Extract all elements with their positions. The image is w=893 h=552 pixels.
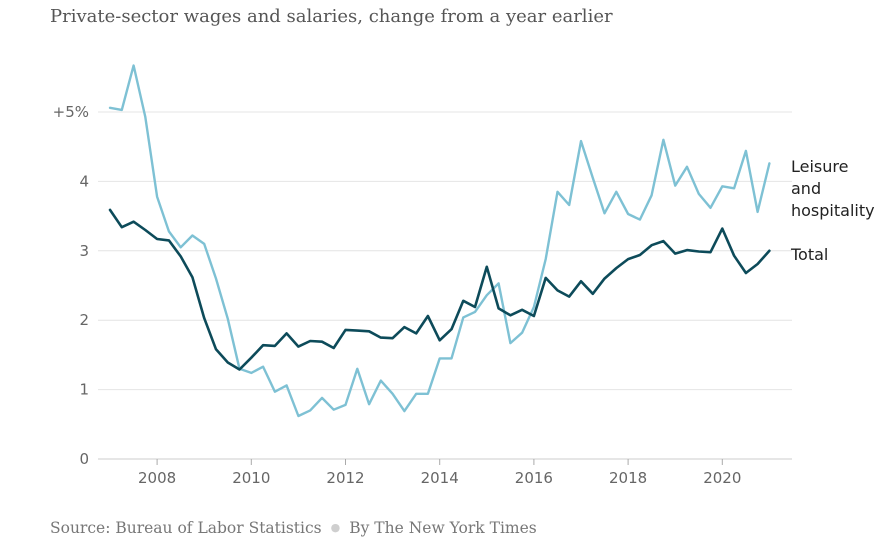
source-line: Source: Bureau of Labor Statistics ● By Th… [50,519,537,537]
series-lines [108,64,771,418]
series-label-total: Total [790,245,828,264]
x-tick-label: 2012 [326,469,364,487]
y-tick-label: +5% [53,103,89,121]
y-tick-label: 2 [79,311,89,329]
byline: By The New York Times [349,519,537,537]
x-tick-label: 2016 [515,469,553,487]
chart-title: Private-sector wages and salaries, chang… [50,6,613,27]
series-label-leisure-and-hospitality: Leisure and hospitality [791,157,875,220]
source-text: Source: Bureau of Labor Statistics [50,519,322,537]
x-tick-label: 2018 [609,469,647,487]
y-tick-label: 4 [79,172,89,190]
series-line-leisure-and-hospitality [108,64,771,418]
gridlines: 0 1 2 3 4 +5% [53,103,792,468]
x-tick-label: 2010 [232,469,270,487]
x-tick-label: 2008 [138,469,176,487]
separator-dot: ● [330,521,341,534]
x-tick-label: 2020 [703,469,741,487]
y-tick-label: 3 [79,242,89,260]
series-labels: Leisure and hospitality Total [790,157,875,264]
x-axis: 2008 2010 2012 2014 2016 2018 2020 [138,459,741,487]
x-tick-label: 2014 [421,469,459,487]
y-tick-label: 0 [79,450,89,468]
series-line-total [108,208,771,371]
y-tick-label: 1 [79,381,89,399]
